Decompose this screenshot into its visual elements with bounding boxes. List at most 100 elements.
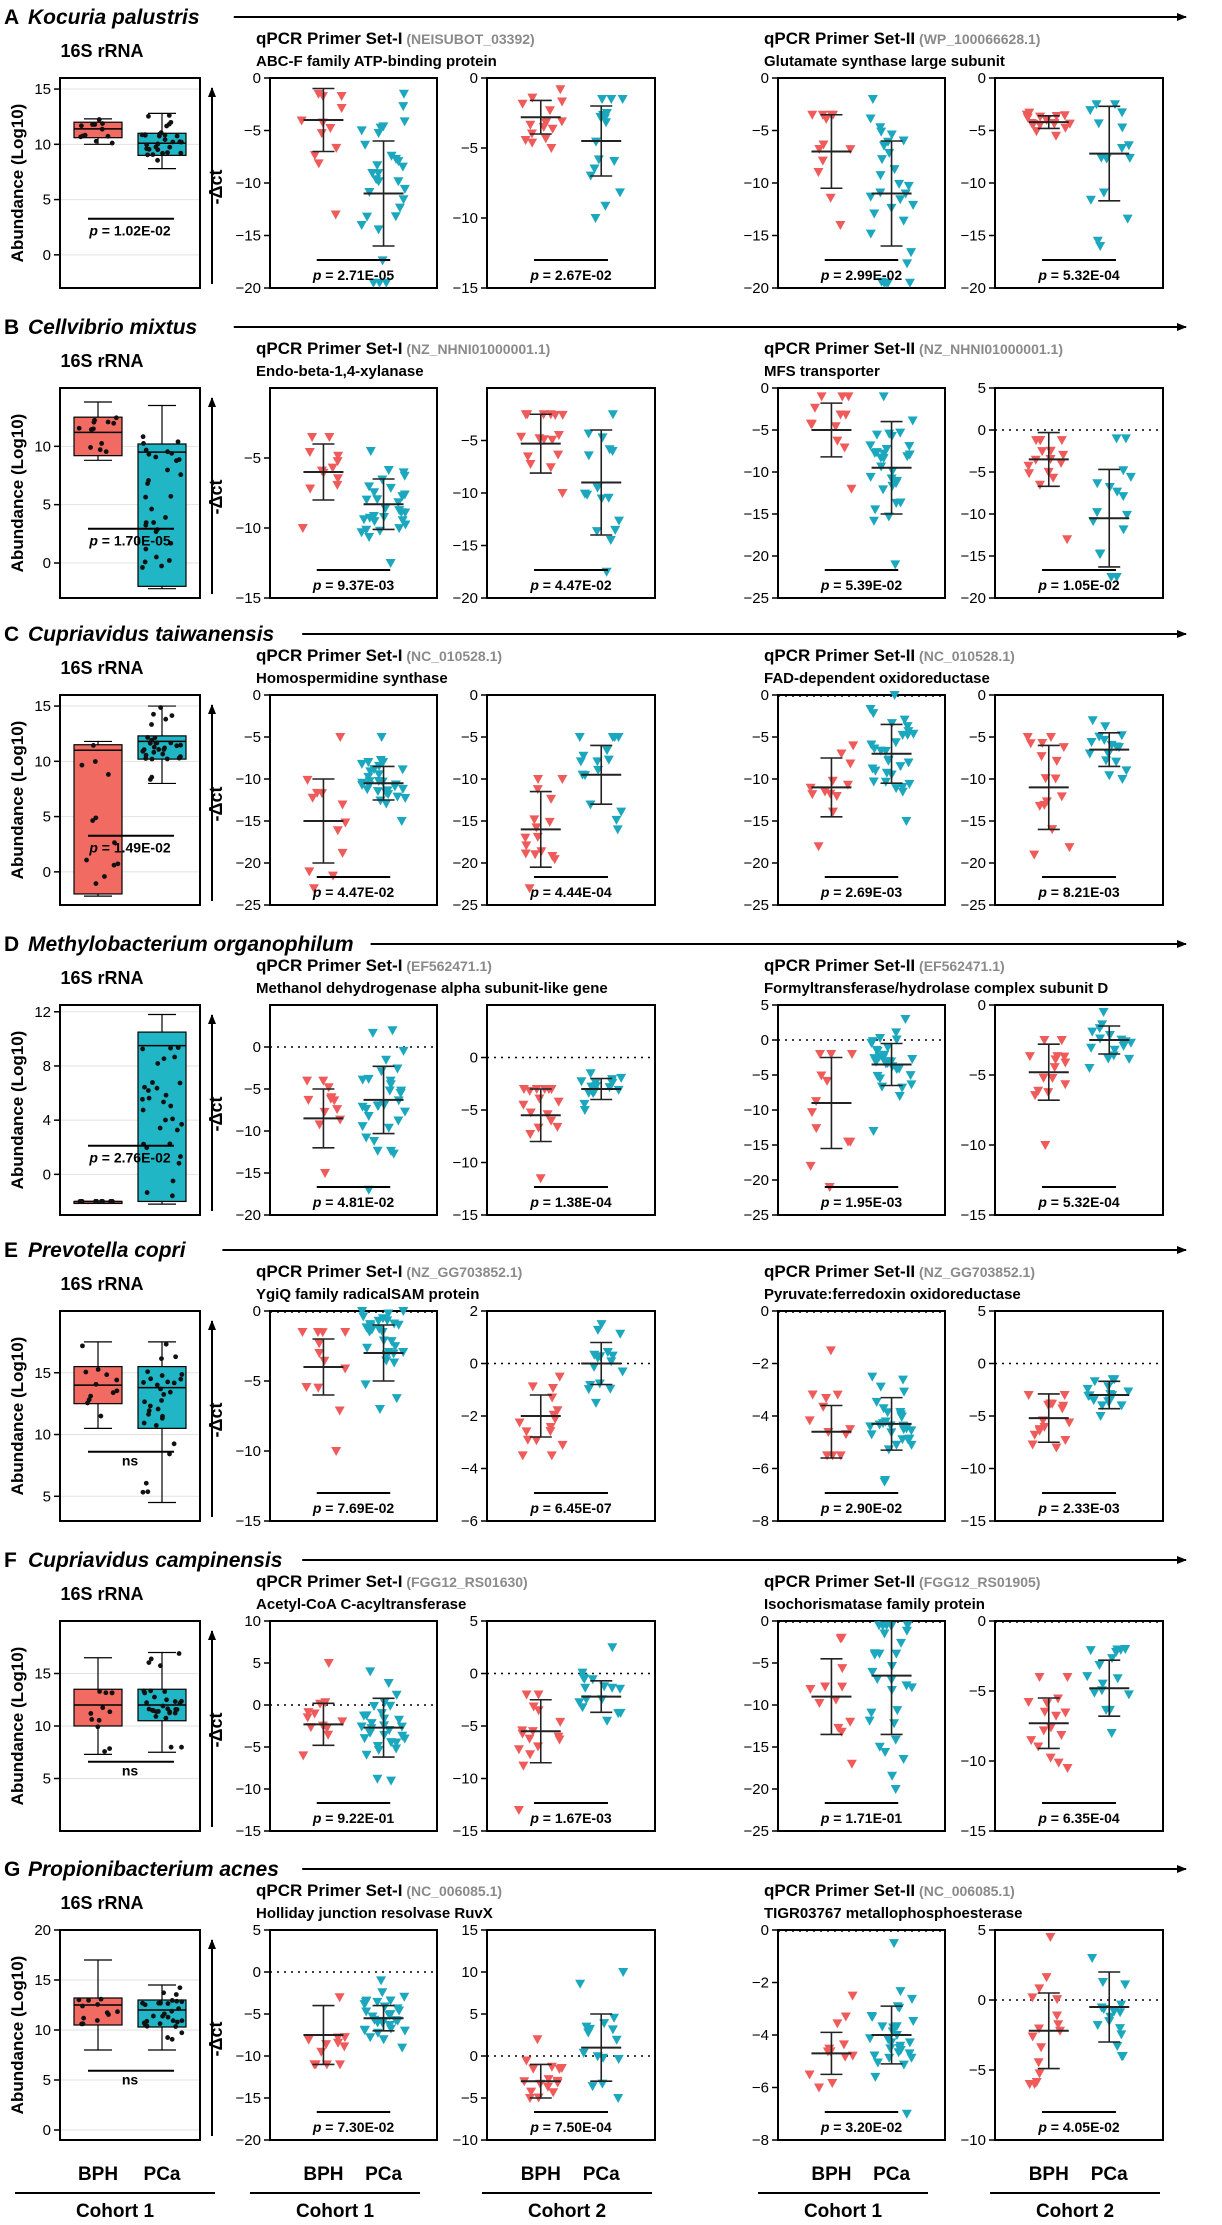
panel-letter: A	[4, 6, 19, 29]
y-tick-label: 15	[34, 1972, 51, 1989]
p-value-label: p = 1.67E-03	[529, 1810, 612, 1826]
data-point-bph	[521, 1690, 532, 1700]
box-data-point	[109, 140, 115, 146]
data-point-bph	[520, 849, 531, 859]
data-point-pca	[397, 162, 408, 172]
box-data-point	[83, 1369, 89, 1375]
p-value-label: p = 9.22E-01	[312, 1810, 395, 1826]
y-tick-label: 0	[978, 1356, 986, 1373]
box-data-point	[86, 1997, 91, 2003]
plot-frame	[777, 1929, 946, 2141]
y-tick-label: 5	[43, 2072, 51, 2089]
box-data-point	[141, 1688, 147, 1694]
data-point-pca	[1103, 1382, 1114, 1392]
data-point-pca	[592, 483, 603, 493]
data-point-pca	[392, 2004, 403, 2014]
box-data-point	[112, 840, 117, 846]
box-data-point	[176, 1651, 182, 1656]
box-data-point	[173, 2024, 179, 2029]
data-point-pca	[1087, 1027, 1098, 1037]
data-point-bph	[332, 480, 343, 490]
organism-name: Cupriavidus campinensis	[28, 1549, 282, 1572]
data-point-pca	[618, 1968, 629, 1977]
y-tick-label: −15	[453, 1823, 478, 1840]
data-point-pca	[361, 1105, 372, 1115]
data-point-pca	[362, 1343, 373, 1353]
box-data-point	[165, 1379, 171, 1385]
box-data-point	[140, 1489, 146, 1495]
data-point-bph	[553, 1732, 564, 1742]
data-point-pca	[895, 195, 906, 205]
data-point-bph	[835, 1634, 846, 1644]
box-data-point	[103, 1690, 109, 1696]
box-data-point	[81, 2015, 87, 2021]
data-point-pca	[377, 777, 388, 787]
y-tick-label: 15	[461, 1922, 478, 1939]
gene-name: MFS transporter	[764, 363, 880, 380]
organism-name: Propionibacterium acnes	[28, 1858, 279, 1881]
box-data-point	[100, 121, 105, 126]
data-point-pca	[399, 2026, 410, 2036]
box-data-point	[111, 862, 117, 868]
box-data-point	[162, 137, 168, 142]
data-point-bph	[535, 1174, 546, 1184]
y-axis-label: -Δct	[206, 2022, 226, 2057]
data-point-bph	[335, 1115, 346, 1125]
box-data-point	[164, 1697, 169, 1703]
box-data-point	[144, 146, 150, 152]
box-data-point	[160, 751, 166, 757]
group-label: BPH	[78, 2164, 118, 2185]
data-point-bph	[1060, 1435, 1071, 1445]
y-tick-label: −15	[744, 813, 769, 830]
data-point-pca	[385, 483, 396, 493]
data-point-bph	[1059, 1052, 1070, 1062]
data-point-bph	[514, 1418, 525, 1428]
data-point-pca	[1095, 1034, 1106, 1044]
data-point-bph	[1033, 1742, 1044, 1752]
data-point-pca	[391, 1690, 402, 1700]
data-point-bph	[842, 780, 853, 790]
y-tick-label: 5	[470, 2006, 478, 2023]
y-tick-label: −8	[752, 1513, 769, 1530]
data-point-pca	[1112, 487, 1123, 497]
data-point-pca	[1092, 479, 1103, 489]
plot-frame	[486, 1929, 656, 2141]
data-point-bph	[1039, 1036, 1050, 1045]
y-tick-label: 5	[43, 1771, 51, 1788]
data-point-pca	[613, 2054, 624, 2064]
y-tick-label: 20	[34, 1922, 51, 1939]
box-data-point	[140, 565, 145, 570]
data-point-pca	[904, 278, 915, 288]
y-tick-label: −25	[744, 1823, 769, 1840]
data-point-pca	[1115, 2008, 1126, 2018]
y-tick-label: −5	[752, 1655, 769, 1672]
data-point-pca	[906, 248, 917, 258]
y-tick-label: −15	[961, 1207, 986, 1224]
y-tick-label: 0	[43, 1166, 51, 1183]
box-data-point	[145, 152, 150, 158]
data-point-bph	[1064, 843, 1075, 853]
box-data-point	[170, 139, 176, 145]
data-point-pca	[1099, 735, 1110, 745]
y-tick-label: −10	[453, 485, 478, 502]
box-data-point	[168, 1103, 174, 1109]
data-point-pca	[398, 1046, 409, 1056]
data-point-pca	[866, 1430, 877, 1440]
data-point-pca	[882, 1408, 893, 1418]
data-point-pca	[871, 1397, 882, 1407]
data-point-pca	[376, 1709, 387, 1719]
box-data-point	[154, 1382, 160, 1388]
y-tick-label: 5	[43, 1488, 51, 1505]
data-point-bph	[340, 1364, 351, 1374]
data-point-pca	[378, 122, 389, 132]
data-point-bph	[549, 855, 560, 865]
data-point-bph	[334, 1406, 345, 1416]
data-point-pca	[878, 485, 889, 495]
data-point-pca	[361, 1750, 372, 1760]
box-data-point	[175, 439, 181, 445]
data-point-pca	[393, 1096, 404, 1106]
y-tick-label: −20	[236, 2132, 261, 2149]
data-point-pca	[612, 825, 623, 835]
box-data-point	[153, 529, 159, 535]
